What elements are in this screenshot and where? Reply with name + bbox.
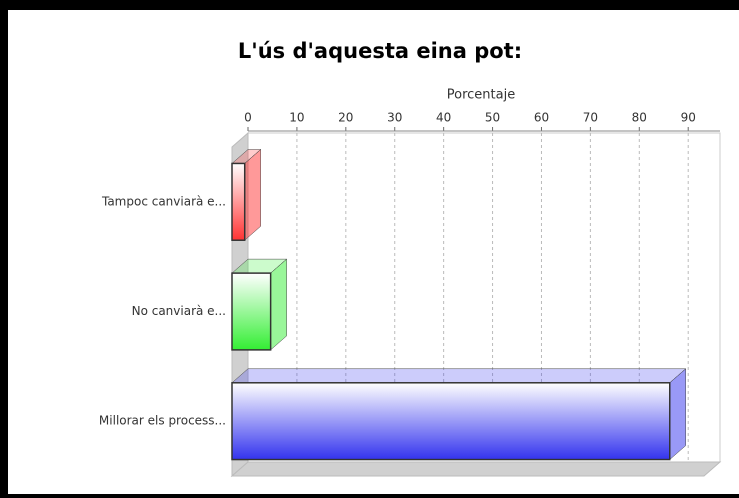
x-tick-label: 40 — [436, 111, 451, 125]
x-tick-label: 30 — [387, 111, 402, 125]
bar — [231, 272, 272, 351]
bar-side — [270, 258, 287, 351]
x-tick-label: 10 — [289, 111, 304, 125]
bar — [231, 382, 671, 461]
frame-top — [0, 0, 739, 10]
y-tick-label: No canviarà e... — [132, 304, 226, 318]
bar-side — [669, 368, 687, 461]
x-tick-label: 60 — [534, 111, 549, 125]
bar — [231, 162, 246, 241]
x-tick-label: 80 — [632, 111, 647, 125]
frame-bottom — [0, 494, 739, 498]
x-tick-label: 70 — [583, 111, 598, 125]
plot-floor — [230, 461, 722, 477]
y-tick-label: Tampoc canviarà e... — [101, 194, 226, 208]
chart-title: L'ús d'aquesta eina pot: — [238, 39, 522, 63]
bar-top — [231, 368, 687, 384]
bar-side — [244, 148, 261, 241]
frame-left — [0, 0, 8, 498]
y-tick-label: Millorar els process... — [99, 414, 226, 428]
axis-label: Porcentaje — [447, 88, 515, 103]
x-tick-label: 0 — [244, 111, 252, 125]
x-tick-label: 50 — [485, 111, 500, 125]
x-tick-label: 20 — [338, 111, 353, 125]
x-tick-label: 90 — [681, 111, 696, 125]
